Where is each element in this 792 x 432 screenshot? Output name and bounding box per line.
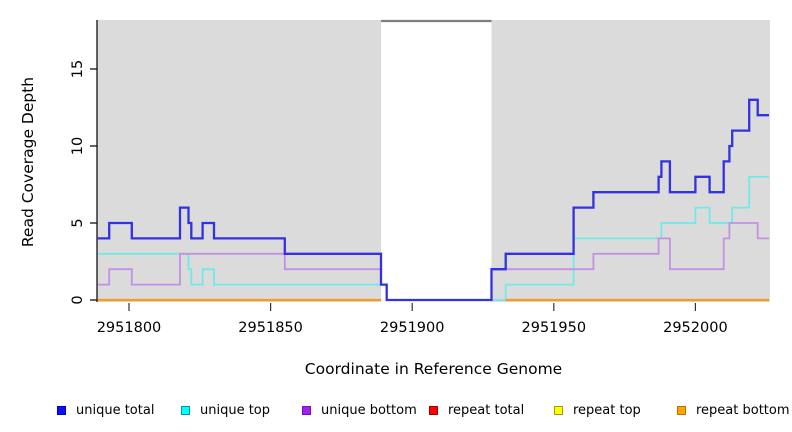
x-tick-label: 2952000 — [663, 320, 728, 336]
series-line-unique-total — [97, 98, 769, 302]
x-tick-label: 2951800 — [97, 320, 162, 336]
series-line-unique-top — [97, 175, 769, 301]
x-tick-label: 2951950 — [522, 320, 587, 336]
y-axis-title: Read Coverage Depth — [19, 76, 37, 248]
y-tick-label: 15 — [70, 60, 86, 78]
panel-left — [97, 20, 382, 302]
x-tick-label: 2951900 — [380, 320, 445, 336]
y-tick-label: 10 — [70, 137, 86, 155]
x-axis-title: Coordinate in Reference Genome — [304, 360, 563, 378]
y-tick-label: 0 — [70, 295, 86, 304]
series-line-unique-bottom — [97, 222, 769, 286]
x-tick-label: 2951850 — [238, 320, 303, 336]
y-tick-label: 5 — [70, 218, 86, 227]
